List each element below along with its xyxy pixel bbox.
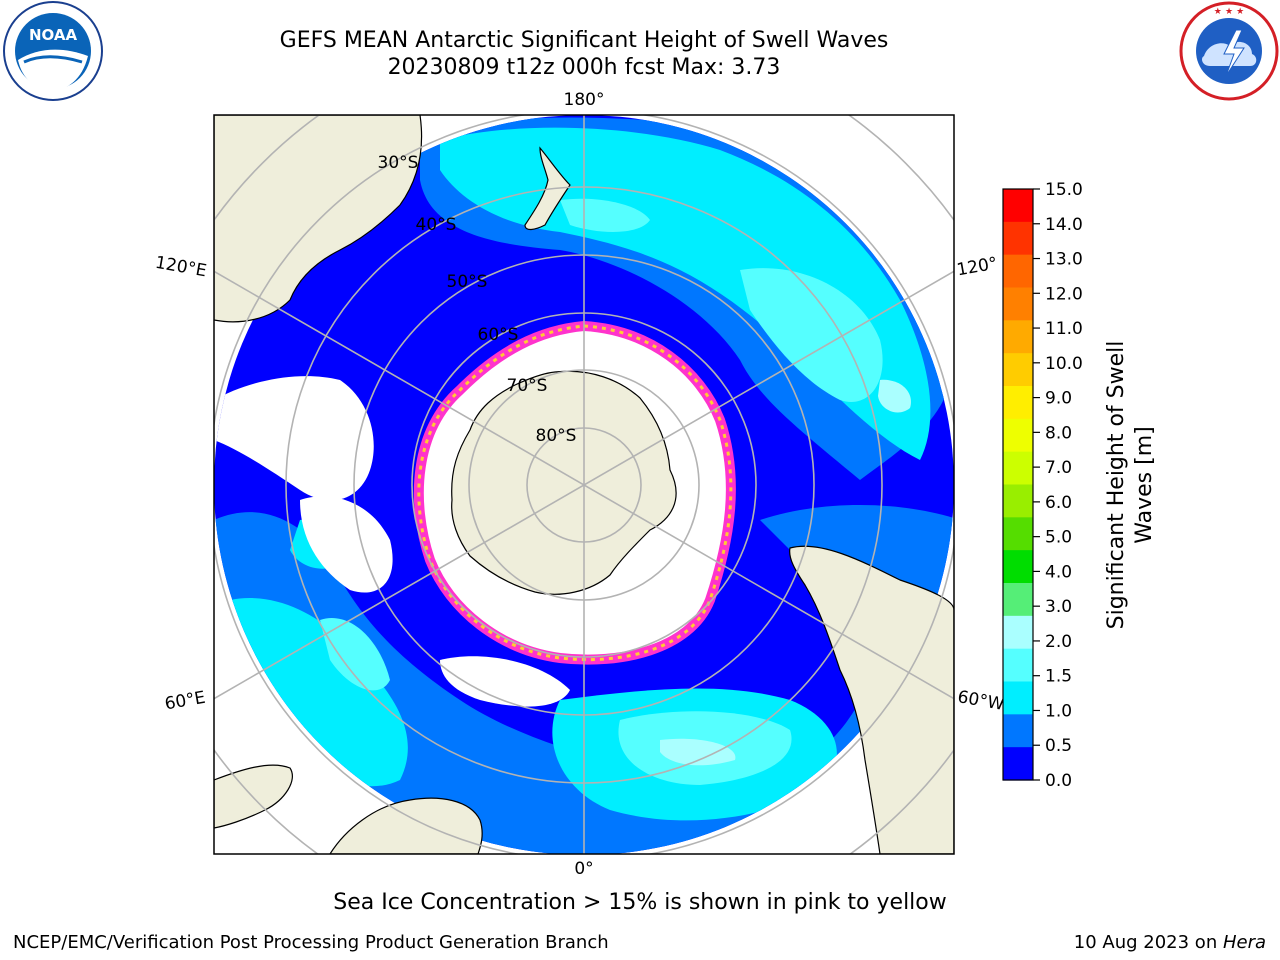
lat-label-60s: 60°S <box>478 325 519 345</box>
colorbar-swatch <box>1003 681 1033 715</box>
colorbar-tick-label: 4.0 <box>1045 562 1072 582</box>
colorbar-tick-label: 12.0 <box>1045 284 1083 304</box>
latitude-labels: 30°S 40°S 50°S 60°S 70°S 80°S <box>378 153 577 446</box>
south-america <box>789 545 954 854</box>
colorbar-ticks: 15.0 14.0 13.0 12.0 11.0 10.0 9.0 8.0 7.0 6.0 5.0 4… <box>1033 180 1083 791</box>
colorbar-swatch <box>1003 747 1033 781</box>
colorbar-swatch <box>1003 648 1033 683</box>
colorbar: 15.0 14.0 13.0 12.0 11.0 10.0 9.0 8.0 7.0 6.0 5.0 4… <box>1002 180 1157 791</box>
colorbar-tick-label: 14.0 <box>1045 215 1083 235</box>
svg-text:★ ★ ★: ★ ★ ★ <box>1214 7 1244 17</box>
colorbar-swatch <box>1003 386 1033 420</box>
colorbar-swatch <box>1003 189 1033 223</box>
colorbar-tick-label: 15.0 <box>1045 180 1083 200</box>
colorbar-tick-label: 1.0 <box>1045 701 1072 721</box>
colorbar-tick-label: 5.0 <box>1045 528 1072 548</box>
colorbar-swatch <box>1003 287 1033 321</box>
swell-band-3m <box>660 379 911 766</box>
colorbar-swatch <box>1003 583 1033 617</box>
svg-text:NOAA: NOAA <box>29 26 78 44</box>
sea-ice-note: Sea Ice Concentration > 15% is shown in … <box>333 890 947 915</box>
colorbar-swatch <box>1003 714 1033 748</box>
lat-label-50s: 50°S <box>447 272 488 292</box>
colorbar-tick-label: 9.0 <box>1045 389 1072 409</box>
colorbar-tick-label: 2.0 <box>1045 632 1072 652</box>
lat-label-80s: 80°S <box>536 426 577 446</box>
colorbar-frame <box>1002 188 1034 781</box>
australia <box>214 115 423 323</box>
colorbar-swatch <box>1003 550 1033 584</box>
footer-credit: NCEP/EMC/Verification Post Processing Pr… <box>13 932 609 953</box>
map-frame <box>213 114 955 855</box>
colorbar-swatch <box>1003 353 1033 387</box>
land-masses <box>214 115 954 854</box>
chart-title: GEFS MEAN Antarctic Significant Height o… <box>279 28 889 53</box>
colorbar-tick-label: 0.0 <box>1045 771 1072 791</box>
footer-host: Hera <box>1222 932 1266 953</box>
lat-label-70s: 70°S <box>507 376 548 396</box>
lon-label-lower-left: 60°E <box>163 688 207 715</box>
colorbar-label-line1: Significant Height of Swell <box>1104 341 1129 630</box>
colorbar-swatch <box>1003 451 1033 486</box>
lat-label-40s: 40°S <box>416 215 457 235</box>
map-panel <box>214 115 954 854</box>
lat-label-30s: 30°S <box>378 153 419 173</box>
colorbar-swatches <box>1003 189 1033 781</box>
colorbar-tick-label: 0.5 <box>1045 736 1072 756</box>
colorbar-tick-label: 13.0 <box>1045 250 1083 270</box>
colorbar-swatch <box>1003 320 1033 354</box>
noaa-logo: NOAA <box>3 1 103 101</box>
nws-logo: ★ ★ ★ <box>1179 1 1279 101</box>
lon-label-top: 180° <box>564 90 605 110</box>
colorbar-tick-label: 10.0 <box>1045 354 1083 374</box>
colorbar-tick-label: 7.0 <box>1045 458 1072 478</box>
antarctica <box>451 370 677 595</box>
footer-date: 10 Aug 2023 on Hera <box>1074 932 1266 953</box>
lon-label-bottom: 0° <box>574 859 593 879</box>
colorbar-tick-label: 8.0 <box>1045 423 1072 443</box>
africa <box>329 797 483 854</box>
footer-date-text: 10 Aug 2023 on <box>1073 932 1223 953</box>
colorbar-tick-label: 3.0 <box>1045 597 1072 617</box>
graticule <box>214 115 954 854</box>
colorbar-swatch <box>1003 615 1033 650</box>
colorbar-swatch <box>1003 221 1033 256</box>
lon-label-lower-right: 60°W <box>956 687 1006 715</box>
chart-subtitle: 20230809 t12z 000h fcst Max: 3.73 <box>387 55 781 80</box>
colorbar-swatch <box>1003 484 1033 518</box>
colorbar-swatch <box>1003 517 1033 551</box>
lon-label-upper-right: 120° <box>955 254 999 281</box>
colorbar-swatch <box>1003 254 1033 289</box>
colorbar-tick-label: 1.5 <box>1045 667 1072 687</box>
colorbar-label-line2: Waves [m] <box>1132 426 1157 543</box>
colorbar-swatch <box>1003 418 1033 453</box>
colorbar-tick-label: 6.0 <box>1045 493 1072 513</box>
colorbar-tick-label: 11.0 <box>1045 319 1083 339</box>
lon-label-upper-left: 120°E <box>154 253 208 282</box>
